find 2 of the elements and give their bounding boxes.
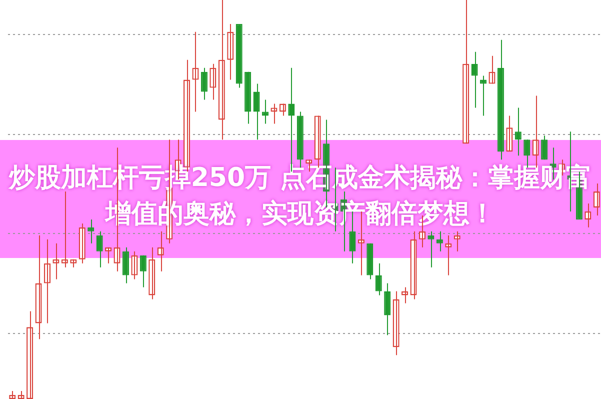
candlestick <box>18 390 24 399</box>
candlestick <box>9 390 16 399</box>
